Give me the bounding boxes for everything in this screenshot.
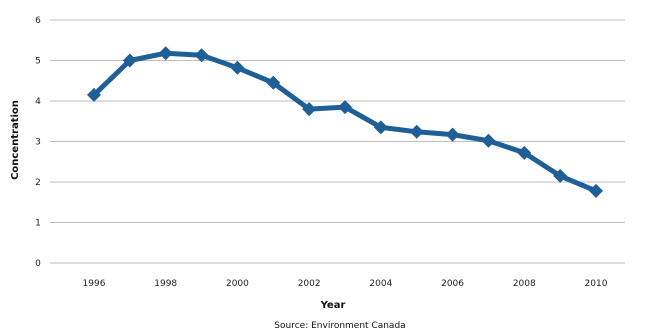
x-tick-label: 2000 [226,279,249,289]
x-tick-label: 2002 [298,279,321,289]
y-tick-label: 1 [35,219,41,229]
x-tick-label: 2006 [441,279,464,289]
data-point-marker [589,183,603,198]
data-point-marker [409,124,424,139]
y-tick-label: 0 [35,259,41,269]
data-markers [87,46,603,198]
y-axis-title: Concentration [10,100,21,180]
x-tick-label: 2010 [585,279,608,289]
series-line [91,50,599,194]
data-point-marker [445,127,460,142]
data-point-marker [122,53,137,68]
data-point-marker [481,133,496,148]
data-point-marker [373,120,388,135]
y-tick-label: 4 [35,97,41,107]
y-tick-label: 3 [35,138,41,148]
x-tick-labels: 1996 1998 2000 2002 2004 2006 2008 2010 [83,279,608,289]
data-point-marker [553,168,568,183]
x-tick-label: 2004 [369,279,392,289]
x-tick-label: 1996 [83,279,106,289]
data-point-marker [338,100,352,115]
y-tick-label: 5 [35,57,41,67]
gridlines [50,19,625,264]
data-point-marker [302,102,317,117]
data-point-marker [266,75,281,90]
data-point-marker [517,145,532,160]
y-tick-labels: 0 1 2 3 4 5 6 [35,16,41,269]
data-point-marker [158,46,173,61]
source-note: Source: Environment Canada [274,321,405,331]
data-point-marker [194,48,209,63]
x-tick-label: 2008 [513,279,536,289]
data-point-marker [230,60,245,75]
x-axis-title: Year [320,300,346,311]
y-tick-label: 6 [35,16,41,26]
x-tick-label: 1998 [154,279,177,289]
data-point-marker [87,87,101,102]
y-tick-label: 2 [35,178,41,188]
